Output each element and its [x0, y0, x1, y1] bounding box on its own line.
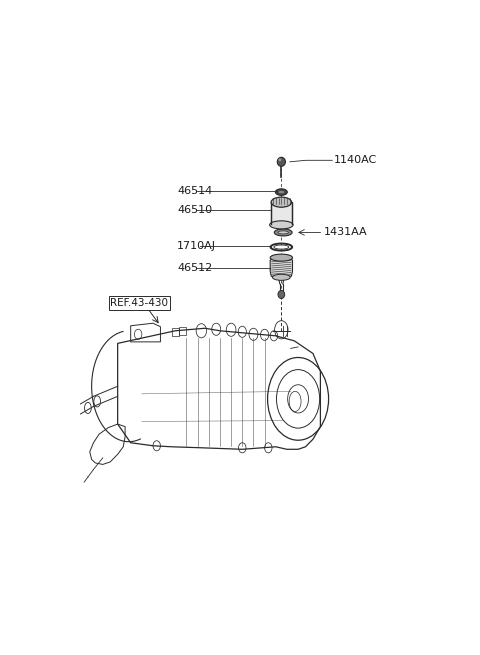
Text: 46510: 46510 — [177, 205, 212, 215]
Ellipse shape — [276, 189, 288, 195]
Ellipse shape — [270, 254, 292, 261]
Text: 1710AJ: 1710AJ — [177, 241, 216, 251]
Text: 1431AA: 1431AA — [324, 227, 368, 237]
Text: 46514: 46514 — [177, 185, 213, 196]
Ellipse shape — [278, 191, 284, 193]
Text: REF.43-430: REF.43-430 — [110, 298, 168, 308]
Polygon shape — [271, 202, 291, 225]
Ellipse shape — [274, 229, 292, 236]
Ellipse shape — [278, 159, 281, 161]
Polygon shape — [270, 257, 292, 276]
Ellipse shape — [271, 197, 291, 207]
Ellipse shape — [273, 274, 290, 280]
Text: 46512: 46512 — [177, 263, 213, 272]
Ellipse shape — [270, 221, 293, 229]
Ellipse shape — [278, 231, 288, 234]
Ellipse shape — [277, 157, 286, 166]
Text: 1140AC: 1140AC — [334, 155, 377, 165]
Ellipse shape — [274, 245, 289, 249]
Ellipse shape — [278, 290, 285, 299]
